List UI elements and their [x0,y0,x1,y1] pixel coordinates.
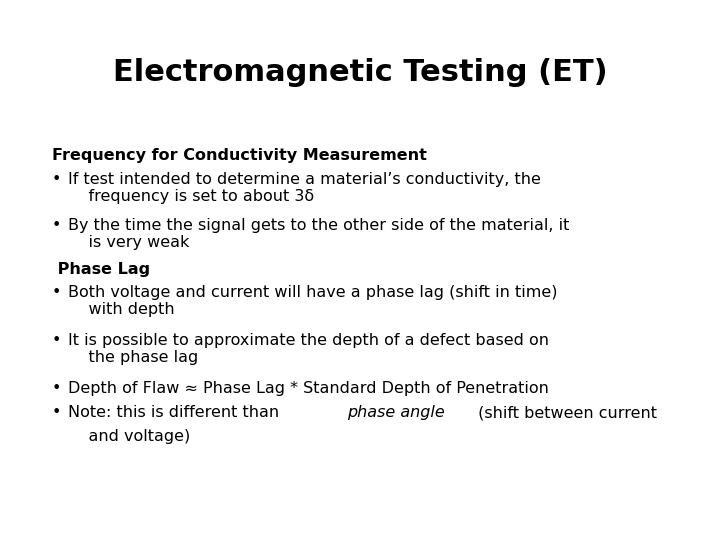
Text: Both voltage and current will have a phase lag (shift in time)
    with depth: Both voltage and current will have a pha… [68,285,557,318]
Text: Electromagnetic Testing (ET): Electromagnetic Testing (ET) [113,58,607,87]
Text: •: • [52,218,61,233]
Text: •: • [52,172,61,187]
Text: (shift between current: (shift between current [473,405,657,420]
Text: •: • [52,381,61,396]
Text: Depth of Flaw ≈ Phase Lag * Standard Depth of Penetration: Depth of Flaw ≈ Phase Lag * Standard Dep… [68,381,549,396]
Text: •: • [52,405,61,420]
Text: •: • [52,285,61,300]
Text: Phase Lag: Phase Lag [52,262,150,277]
Text: It is possible to approximate the depth of a defect based on
    the phase lag: It is possible to approximate the depth … [68,333,549,366]
Text: Frequency for Conductivity Measurement: Frequency for Conductivity Measurement [52,148,427,163]
Text: phase angle: phase angle [347,405,445,420]
Text: If test intended to determine a material’s conductivity, the
    frequency is se: If test intended to determine a material… [68,172,541,205]
Text: Note: this is different than: Note: this is different than [68,405,284,420]
Text: By the time the signal gets to the other side of the material, it
    is very we: By the time the signal gets to the other… [68,218,570,251]
Text: •: • [52,333,61,348]
Text: and voltage): and voltage) [68,429,190,444]
